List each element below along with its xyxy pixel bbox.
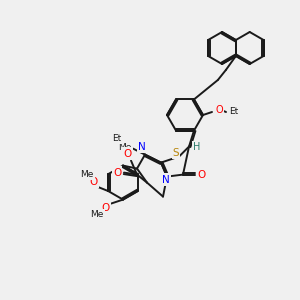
Text: O: O: [215, 105, 223, 115]
Text: O: O: [198, 169, 206, 180]
Text: Et: Et: [230, 106, 238, 116]
Text: O: O: [123, 148, 131, 159]
Text: Me: Me: [81, 169, 94, 178]
Text: Me: Me: [90, 210, 104, 219]
Text: O: O: [89, 177, 98, 187]
Text: N: N: [138, 142, 146, 152]
Text: S: S: [173, 148, 179, 158]
Text: Et: Et: [112, 134, 122, 143]
Text: N: N: [162, 175, 170, 184]
Text: O: O: [113, 168, 121, 178]
Text: H: H: [193, 142, 201, 152]
Text: O: O: [102, 202, 110, 213]
Text: Me: Me: [118, 143, 132, 152]
